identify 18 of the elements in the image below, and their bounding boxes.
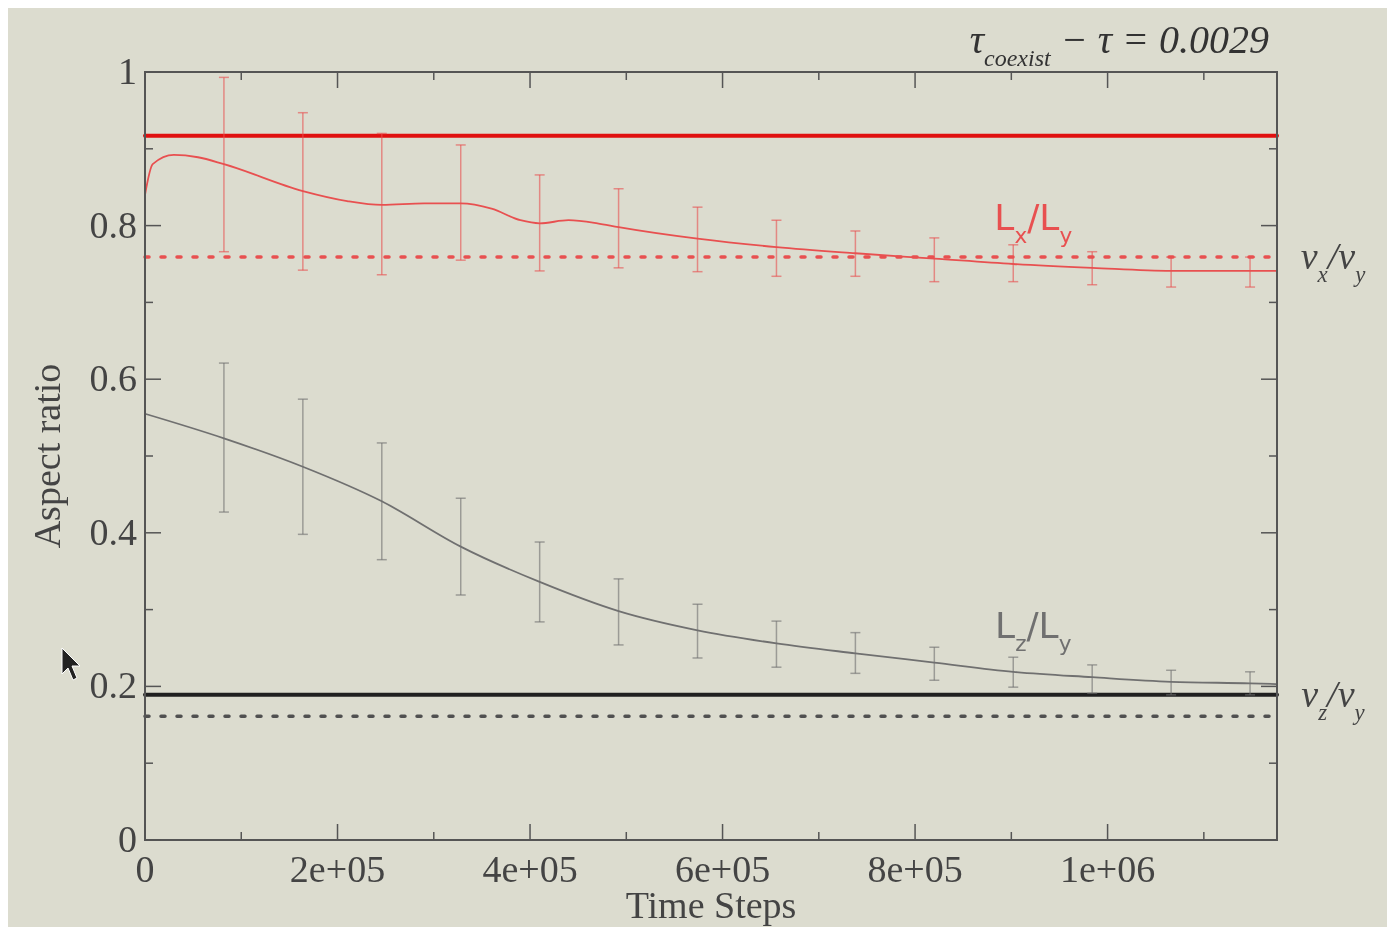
y-tick-label: 0.8: [89, 203, 137, 246]
ref-line-label: v$_{x}$/v$_{y}$: [1300, 235, 1367, 287]
line-series: [144, 154, 1278, 272]
x-tick-label: 2e+05: [289, 848, 386, 890]
y-tick-label: 0: [118, 818, 137, 860]
x-tick-label: 4e+05: [482, 848, 578, 890]
x-tick-label: 8e+05: [867, 848, 963, 890]
ref-line-label: v$_{z}$/v$_{y}$: [1301, 672, 1366, 725]
y-axis-title: Aspect ratio: [26, 363, 68, 549]
y-tick-label: 1: [118, 50, 137, 92]
series-label: L$_{z}$/L$_{y}$: [995, 604, 1072, 656]
y-tick-label: 0.4: [89, 510, 137, 553]
line-series: [144, 412, 1278, 685]
x-tick-label: 1e+06: [1059, 848, 1156, 890]
chart-title: τ$_{coexist}$ − τ = 0.0029: [969, 17, 1269, 71]
series-label: L$_{x}$/L$_{y}$: [994, 197, 1073, 248]
y-tick-label: 0.6: [89, 357, 137, 400]
y-tick-label: 0.2: [89, 664, 137, 707]
